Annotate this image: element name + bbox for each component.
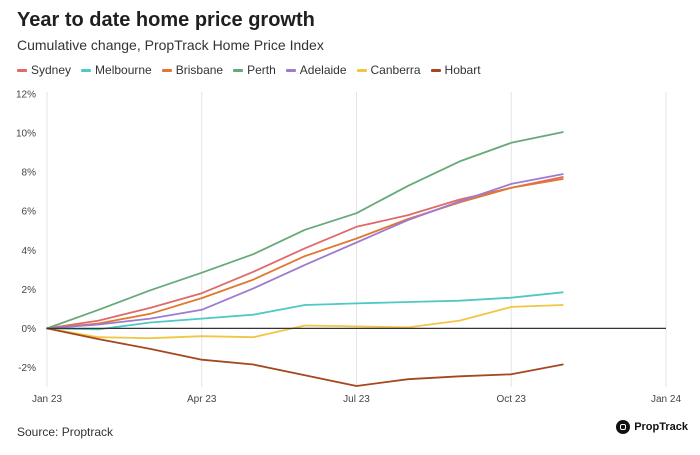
series-line-brisbane bbox=[46, 178, 564, 330]
legend-item-canberra: Canberra bbox=[356, 63, 421, 77]
x-tick-label: Jan 23 bbox=[32, 394, 62, 405]
legend-label: Perth bbox=[247, 63, 276, 77]
brand-name: PropTrack bbox=[634, 421, 688, 433]
x-tick-label: Jul 23 bbox=[343, 394, 370, 405]
series-line-melbourne bbox=[46, 291, 564, 331]
y-tick-label: 6% bbox=[22, 207, 37, 218]
legend-label: Brisbane bbox=[175, 63, 224, 77]
legend-item-melbourne: Melbourne bbox=[81, 63, 152, 77]
series-line-canberra bbox=[46, 304, 564, 340]
brand-icon bbox=[616, 420, 631, 434]
y-tick-label: 4% bbox=[22, 246, 37, 257]
legend-swatch bbox=[81, 68, 92, 72]
series-line-adelaide bbox=[46, 173, 564, 330]
legend-label: Adelaide bbox=[299, 63, 347, 77]
legend-swatch bbox=[233, 68, 244, 72]
y-tick-label: 0% bbox=[22, 324, 37, 335]
legend-swatch bbox=[17, 68, 27, 72]
x-tick-label: Jan 24 bbox=[651, 394, 681, 405]
brand-logo: PropTrack bbox=[616, 420, 688, 434]
legend-item-perth: Perth bbox=[233, 63, 276, 77]
y-tick-label: 10% bbox=[16, 129, 36, 140]
legend-swatch bbox=[285, 68, 296, 72]
legend-label: Hobart bbox=[444, 63, 481, 77]
source-note: Source: Proptrack bbox=[17, 425, 114, 439]
y-tick-label: 12% bbox=[16, 90, 36, 101]
legend-item-brisbane: Brisbane bbox=[161, 63, 224, 77]
legend-swatch bbox=[356, 68, 367, 72]
legend-item-adelaide: Adelaide bbox=[285, 63, 347, 77]
series-line-perth bbox=[46, 131, 564, 330]
y-tick-label: -2% bbox=[18, 363, 36, 374]
chart-subtitle: Cumulative change, PropTrack Home Price … bbox=[17, 37, 324, 53]
legend-label: Canberra bbox=[370, 63, 421, 77]
chart-title: Year to date home price growth bbox=[17, 9, 315, 31]
x-tick-label: Apr 23 bbox=[187, 394, 217, 405]
legend-swatch bbox=[161, 68, 172, 72]
legend-label: Melbourne bbox=[95, 63, 152, 77]
legend-swatch bbox=[430, 68, 441, 72]
chart-legend: Sydney Melbourne Brisbane Perth Adelaide Canb… bbox=[17, 63, 481, 77]
legend-item-hobart: Hobart bbox=[430, 63, 481, 77]
series-line-hobart bbox=[46, 327, 564, 387]
legend-item-sydney: Sydney bbox=[17, 63, 71, 77]
legend-label: Sydney bbox=[31, 63, 72, 77]
y-tick-label: 2% bbox=[22, 285, 37, 296]
x-tick-label: Oct 23 bbox=[497, 394, 527, 405]
y-tick-label: 8% bbox=[22, 168, 37, 179]
